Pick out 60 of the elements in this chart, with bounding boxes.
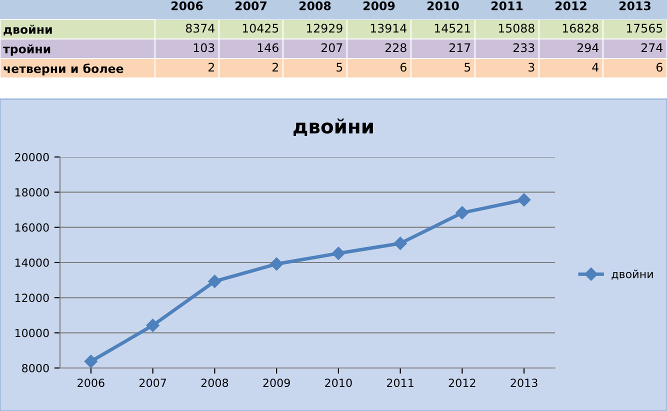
x-tick-label: 2008 bbox=[300, 1, 331, 10]
data-label: 217 bbox=[449, 43, 470, 52]
point bbox=[456, 206, 469, 220]
data-label: 13914 bbox=[370, 24, 406, 33]
data-label: 233 bbox=[513, 43, 534, 52]
data-label: 10425 bbox=[242, 24, 278, 33]
y-tick-label: 14000 bbox=[15, 258, 49, 267]
data-label: 228 bbox=[385, 43, 406, 52]
data-label: 146 bbox=[258, 43, 278, 52]
data-label: 17565 bbox=[626, 24, 662, 33]
y-tick-label: 16000 bbox=[15, 223, 49, 232]
x-tick-label: 2012 bbox=[448, 378, 476, 388]
data-label: 2 bbox=[208, 62, 214, 72]
y-tick-label: 12000 bbox=[15, 294, 49, 302]
x-tick-label: 2006 bbox=[78, 378, 104, 388]
point bbox=[208, 274, 222, 288]
x-tick-label: 2009 bbox=[263, 378, 290, 388]
x-tick-label: 2009 bbox=[364, 1, 395, 10]
y-tick-label: 10000 bbox=[15, 328, 49, 338]
data-label: 4 bbox=[592, 62, 598, 72]
y-tick-label: двойни bbox=[4, 24, 52, 36]
point bbox=[270, 257, 284, 271]
x-tick-label: 2010 bbox=[325, 378, 352, 388]
data-label: 6 bbox=[656, 62, 662, 72]
x-tick-label: 2011 bbox=[386, 378, 414, 388]
data-label: 274 bbox=[641, 43, 662, 52]
data-label: 6 bbox=[400, 62, 406, 72]
data-label: 15088 bbox=[498, 24, 534, 33]
point bbox=[146, 318, 160, 332]
data-label: 12929 bbox=[306, 24, 342, 33]
data-label: 3 bbox=[528, 62, 534, 72]
data-label: 8374 bbox=[186, 24, 214, 33]
point bbox=[394, 236, 407, 250]
x-tick-label: 2012 bbox=[556, 1, 586, 10]
point bbox=[517, 193, 531, 206]
y-tick-label: 18000 bbox=[15, 188, 49, 197]
y-tick-label: 8000 bbox=[22, 364, 49, 372]
x-tick-label: 2006 bbox=[172, 1, 203, 10]
data-label: 207 bbox=[321, 43, 342, 52]
point bbox=[84, 354, 98, 368]
point bbox=[332, 246, 346, 260]
x-tick-label: 2007 bbox=[139, 378, 166, 388]
x-tick-label: 2013 bbox=[510, 378, 538, 388]
y-tick-label: тройни bbox=[3, 44, 50, 56]
x-tick-label: 2011 bbox=[492, 1, 523, 10]
data-label: 294 bbox=[577, 43, 598, 52]
x-tick-label: 2013 bbox=[620, 1, 650, 10]
y-tick-label: 20000 bbox=[15, 152, 49, 162]
data-label: 2 bbox=[272, 62, 278, 72]
data-label: 5 bbox=[464, 62, 470, 72]
legend-label: двойни bbox=[612, 270, 653, 280]
y-tick-label: четверни и более bbox=[4, 64, 124, 76]
chart-title: двойни bbox=[294, 118, 373, 136]
x-tick-label: 2007 bbox=[236, 1, 266, 10]
x-tick-label: 2008 bbox=[201, 378, 228, 388]
x-tick-label: 2010 bbox=[428, 1, 459, 10]
data-label: 14521 bbox=[434, 24, 470, 33]
data-label: 5 bbox=[336, 62, 342, 72]
data-label: 103 bbox=[194, 43, 214, 52]
data-label: 16828 bbox=[562, 24, 598, 33]
